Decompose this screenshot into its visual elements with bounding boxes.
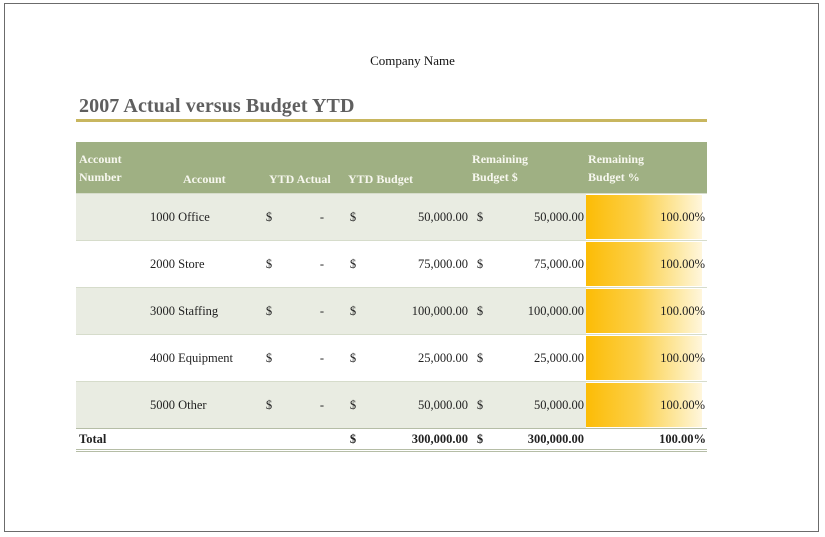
account-number-cell bbox=[76, 381, 146, 429]
remaining-currency: $ bbox=[470, 334, 491, 382]
header-remaining-pct: Remaining Budget % bbox=[586, 142, 708, 194]
header-ytd-actual-label: YTD Actual bbox=[269, 172, 331, 186]
pct-value: 100.00% bbox=[660, 398, 706, 412]
total-budget-currency: $ bbox=[342, 428, 365, 452]
table-row: 2000 Store $ - $ 75,000.00 $ 75,000.00 1… bbox=[76, 240, 708, 288]
budget-currency: $ bbox=[342, 287, 365, 335]
pct-data-bar bbox=[586, 242, 703, 286]
company-name: Company Name bbox=[370, 53, 455, 68]
table-row: 5000 Other $ - $ 50,000.00 $ 50,000.00 1… bbox=[76, 381, 708, 429]
table-row: 4000 Equipment $ - $ 25,000.00 $ 25,000.… bbox=[76, 334, 708, 382]
remaining-value: 50,000.00 bbox=[490, 381, 587, 429]
total-budget-value: 300,000.00 bbox=[364, 428, 471, 452]
total-remaining-value: 300,000.00 bbox=[490, 428, 587, 452]
header-ytd-budget-label: YTD Budget bbox=[348, 172, 414, 186]
header-remaining-budget-line2: Budget $ bbox=[472, 169, 518, 184]
pct-value: 100.00% bbox=[660, 210, 706, 224]
report-title: 2007 Actual versus Budget YTD bbox=[79, 95, 355, 117]
remaining-pct-cell: 100.00% bbox=[586, 193, 708, 241]
total-remaining-currency: $ bbox=[470, 428, 491, 452]
table-row: 3000 Staffing $ - $ 100,000.00 $ 100,000… bbox=[76, 287, 708, 335]
account-number-cell bbox=[76, 287, 146, 335]
account-cell: 5000 Other bbox=[146, 381, 258, 429]
header-account-number: Account Number bbox=[76, 142, 146, 194]
budget-table: Account Number Account YTD Actual YTD Bu… bbox=[76, 142, 708, 452]
actual-currency: $ bbox=[258, 381, 280, 429]
actual-currency: $ bbox=[258, 240, 280, 288]
remaining-pct-cell: 100.00% bbox=[586, 381, 708, 429]
pct-data-bar bbox=[586, 336, 703, 380]
account-cell: 3000 Staffing bbox=[146, 287, 258, 335]
header-account-number-line2: Number bbox=[79, 169, 122, 184]
budget-currency: $ bbox=[342, 240, 365, 288]
pct-data-bar bbox=[586, 289, 703, 333]
header-remaining-pct-line2: Budget % bbox=[588, 169, 640, 184]
actual-value: - bbox=[280, 240, 343, 288]
budget-value: 100,000.00 bbox=[364, 287, 471, 335]
header-account: Account bbox=[146, 142, 258, 194]
title-underline bbox=[76, 119, 707, 122]
remaining-value: 100,000.00 bbox=[490, 287, 587, 335]
account-cell: 4000 Equipment bbox=[146, 334, 258, 382]
budget-value: 50,000.00 bbox=[364, 381, 471, 429]
budget-currency: $ bbox=[342, 334, 365, 382]
header-account-number-line1: Account bbox=[79, 151, 122, 166]
budget-currency: $ bbox=[342, 193, 365, 241]
account-number-cell bbox=[76, 240, 146, 288]
header-ytd-actual: YTD Actual bbox=[258, 142, 343, 194]
actual-currency: $ bbox=[258, 287, 280, 335]
remaining-currency: $ bbox=[470, 193, 491, 241]
actual-value: - bbox=[280, 193, 343, 241]
pct-value: 100.00% bbox=[660, 351, 706, 365]
remaining-value: 50,000.00 bbox=[490, 193, 587, 241]
remaining-currency: $ bbox=[470, 287, 491, 335]
budget-value: 75,000.00 bbox=[364, 240, 471, 288]
remaining-pct-cell: 100.00% bbox=[586, 287, 708, 335]
total-row: Total $ 300,000.00 $ 300,000.00 100.00% bbox=[76, 428, 708, 452]
account-number-cell bbox=[76, 334, 146, 382]
remaining-value: 25,000.00 bbox=[490, 334, 587, 382]
actual-value: - bbox=[280, 287, 343, 335]
remaining-currency: $ bbox=[470, 240, 491, 288]
remaining-value: 75,000.00 bbox=[490, 240, 587, 288]
budget-value: 25,000.00 bbox=[364, 334, 471, 382]
header-ytd-budget: YTD Budget bbox=[342, 142, 471, 194]
actual-value: - bbox=[280, 381, 343, 429]
header-account-label: Account bbox=[183, 172, 226, 186]
remaining-pct-cell: 100.00% bbox=[586, 240, 708, 288]
remaining-currency: $ bbox=[470, 381, 491, 429]
total-label: Total bbox=[76, 428, 343, 452]
pct-data-bar bbox=[586, 383, 703, 427]
table-row: 1000 Office $ - $ 50,000.00 $ 50,000.00 … bbox=[76, 193, 708, 241]
header-row: Account Number Account YTD Actual YTD Bu… bbox=[76, 142, 708, 194]
account-number-cell bbox=[76, 193, 146, 241]
header-remaining-budget: Remaining Budget $ bbox=[470, 142, 587, 194]
total-pct-value: 100.00% bbox=[586, 428, 708, 452]
remaining-pct-cell: 100.00% bbox=[586, 334, 708, 382]
account-cell: 1000 Office bbox=[146, 193, 258, 241]
account-cell: 2000 Store bbox=[146, 240, 258, 288]
budget-currency: $ bbox=[342, 381, 365, 429]
pct-value: 100.00% bbox=[660, 257, 706, 271]
header-remaining-budget-line1: Remaining bbox=[472, 151, 529, 166]
budget-value: 50,000.00 bbox=[364, 193, 471, 241]
header-remaining-pct-line1: Remaining bbox=[588, 151, 645, 166]
pct-data-bar bbox=[586, 195, 703, 239]
actual-currency: $ bbox=[258, 334, 280, 382]
actual-value: - bbox=[280, 334, 343, 382]
pct-value: 100.00% bbox=[660, 304, 706, 318]
actual-currency: $ bbox=[258, 193, 280, 241]
